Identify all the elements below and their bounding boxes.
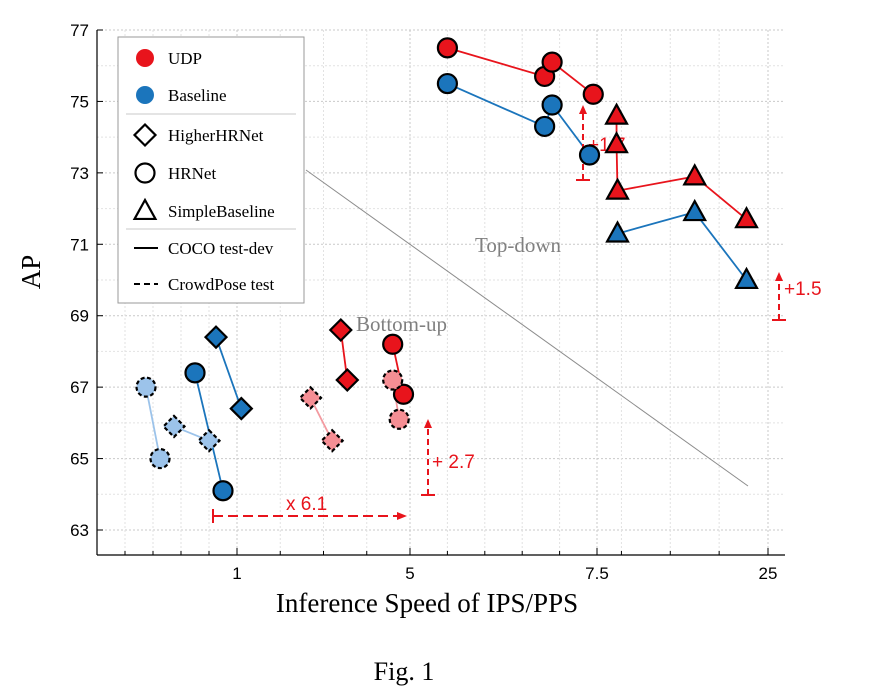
legend-color-swatch [136,49,154,67]
hrnet-circle-marker [541,94,563,116]
gain-arrow-hrnet-head [579,105,587,114]
simplebaseline-triangle-marker [604,131,629,154]
x-axis-title: Inference Speed of IPS/PPS [276,588,578,618]
higherhrnet-diamond-marker [335,367,360,393]
simplebaseline-triangle-marker [682,198,708,222]
tick-labels: 63 65 67 69 71 73 75 77 1 5 7.5 25 [70,21,777,583]
higherhrnet-diamond-marker [320,428,345,453]
hrnet-circle-marker [382,333,404,355]
simplebaseline-triangle-marker [132,197,158,221]
simplebaseline-triangle-marker [605,177,630,200]
hrnet-circle-marker [392,383,415,405]
hrnet-circle-marker [212,480,234,502]
higherhrnet-diamond-marker [229,396,254,421]
annotation-topdown-simplebaseline-gain: +1.5 [784,279,822,300]
region-label-top-down: Top-down [475,233,562,257]
annotations: +1.7+1.5+ 2.7x 6.1 [212,105,822,523]
legend: UDP Baseline HigherHRNet HRNet SimpleBaselin… [117,36,305,304]
series-line [145,386,161,459]
higherhrnet-diamond-marker [328,317,353,343]
legend-label: SimpleBaseline [168,202,275,221]
hrnet-circle-marker [134,162,156,184]
data-markers [135,37,759,502]
gain-arrow-bottomup-head [424,419,432,428]
topdown-bottomup-separator [305,169,749,487]
speedup-arrow-head [397,512,407,520]
figure-caption: Fig. 1 [374,657,435,686]
hrnet-circle-marker [149,447,171,470]
simplebaseline-triangle-marker [605,220,630,243]
hrnet-circle-marker [184,362,206,384]
legend-label: UDP [168,49,202,68]
y-tick-label: 69 [70,307,89,326]
y-axis-title: AP [16,255,46,290]
hrnet-circle-marker [436,72,458,95]
annotation-speedup: x 6.1 [286,494,327,515]
hrnet-circle-marker [436,37,458,59]
hrnet-circle-marker [135,376,157,398]
legend-label: Baseline [168,86,227,105]
grid [97,29,785,555]
higherhrnet-diamond-marker [298,385,323,410]
x-tick-label: 1 [232,564,241,583]
hrnet-circle-marker [541,51,563,73]
x-tick-label: 7.5 [585,564,609,583]
series-line [447,82,591,156]
axes [96,29,785,556]
simplebaseline-triangle-marker [734,206,759,229]
hrnet-circle-marker [382,369,404,391]
x-tick-label: 5 [405,564,414,583]
y-tick-label: 63 [70,521,89,540]
simplebaseline-triangle-marker [734,266,759,290]
hrnet-circle-marker [534,115,556,138]
hrnet-circle-marker [388,408,410,430]
series-line [215,336,243,409]
legend-label: CrowdPose test [168,275,275,294]
simplebaseline-triangle-marker [604,102,629,125]
y-tick-label: 75 [70,92,89,111]
region-label-bottom-up: Bottom-up [356,312,447,336]
y-tick-label: 77 [70,21,89,40]
y-tick-label: 71 [70,235,89,254]
higherhrnet-diamond-marker [196,428,222,453]
y-tick-label: 73 [70,164,89,183]
y-tick-label: 67 [70,378,89,397]
hrnet-circle-marker [578,144,601,166]
annotation-bottomup-gain: + 2.7 [432,452,475,473]
y-tick-label: 65 [70,450,89,469]
legend-color-swatch [136,86,154,104]
legend-label: HigherHRNet [168,126,264,145]
gain-arrow-simplebaseline-head [775,272,783,281]
legend-label: COCO test-dev [168,239,274,258]
simplebaseline-triangle-marker [682,163,708,186]
higherhrnet-diamond-marker [132,122,158,148]
higherhrnet-diamond-marker [161,414,187,439]
higherhrnet-diamond-marker [203,325,229,350]
legend-label: HRNet [168,164,216,183]
x-tick-label: 25 [759,564,778,583]
hrnet-circle-marker [582,83,604,105]
